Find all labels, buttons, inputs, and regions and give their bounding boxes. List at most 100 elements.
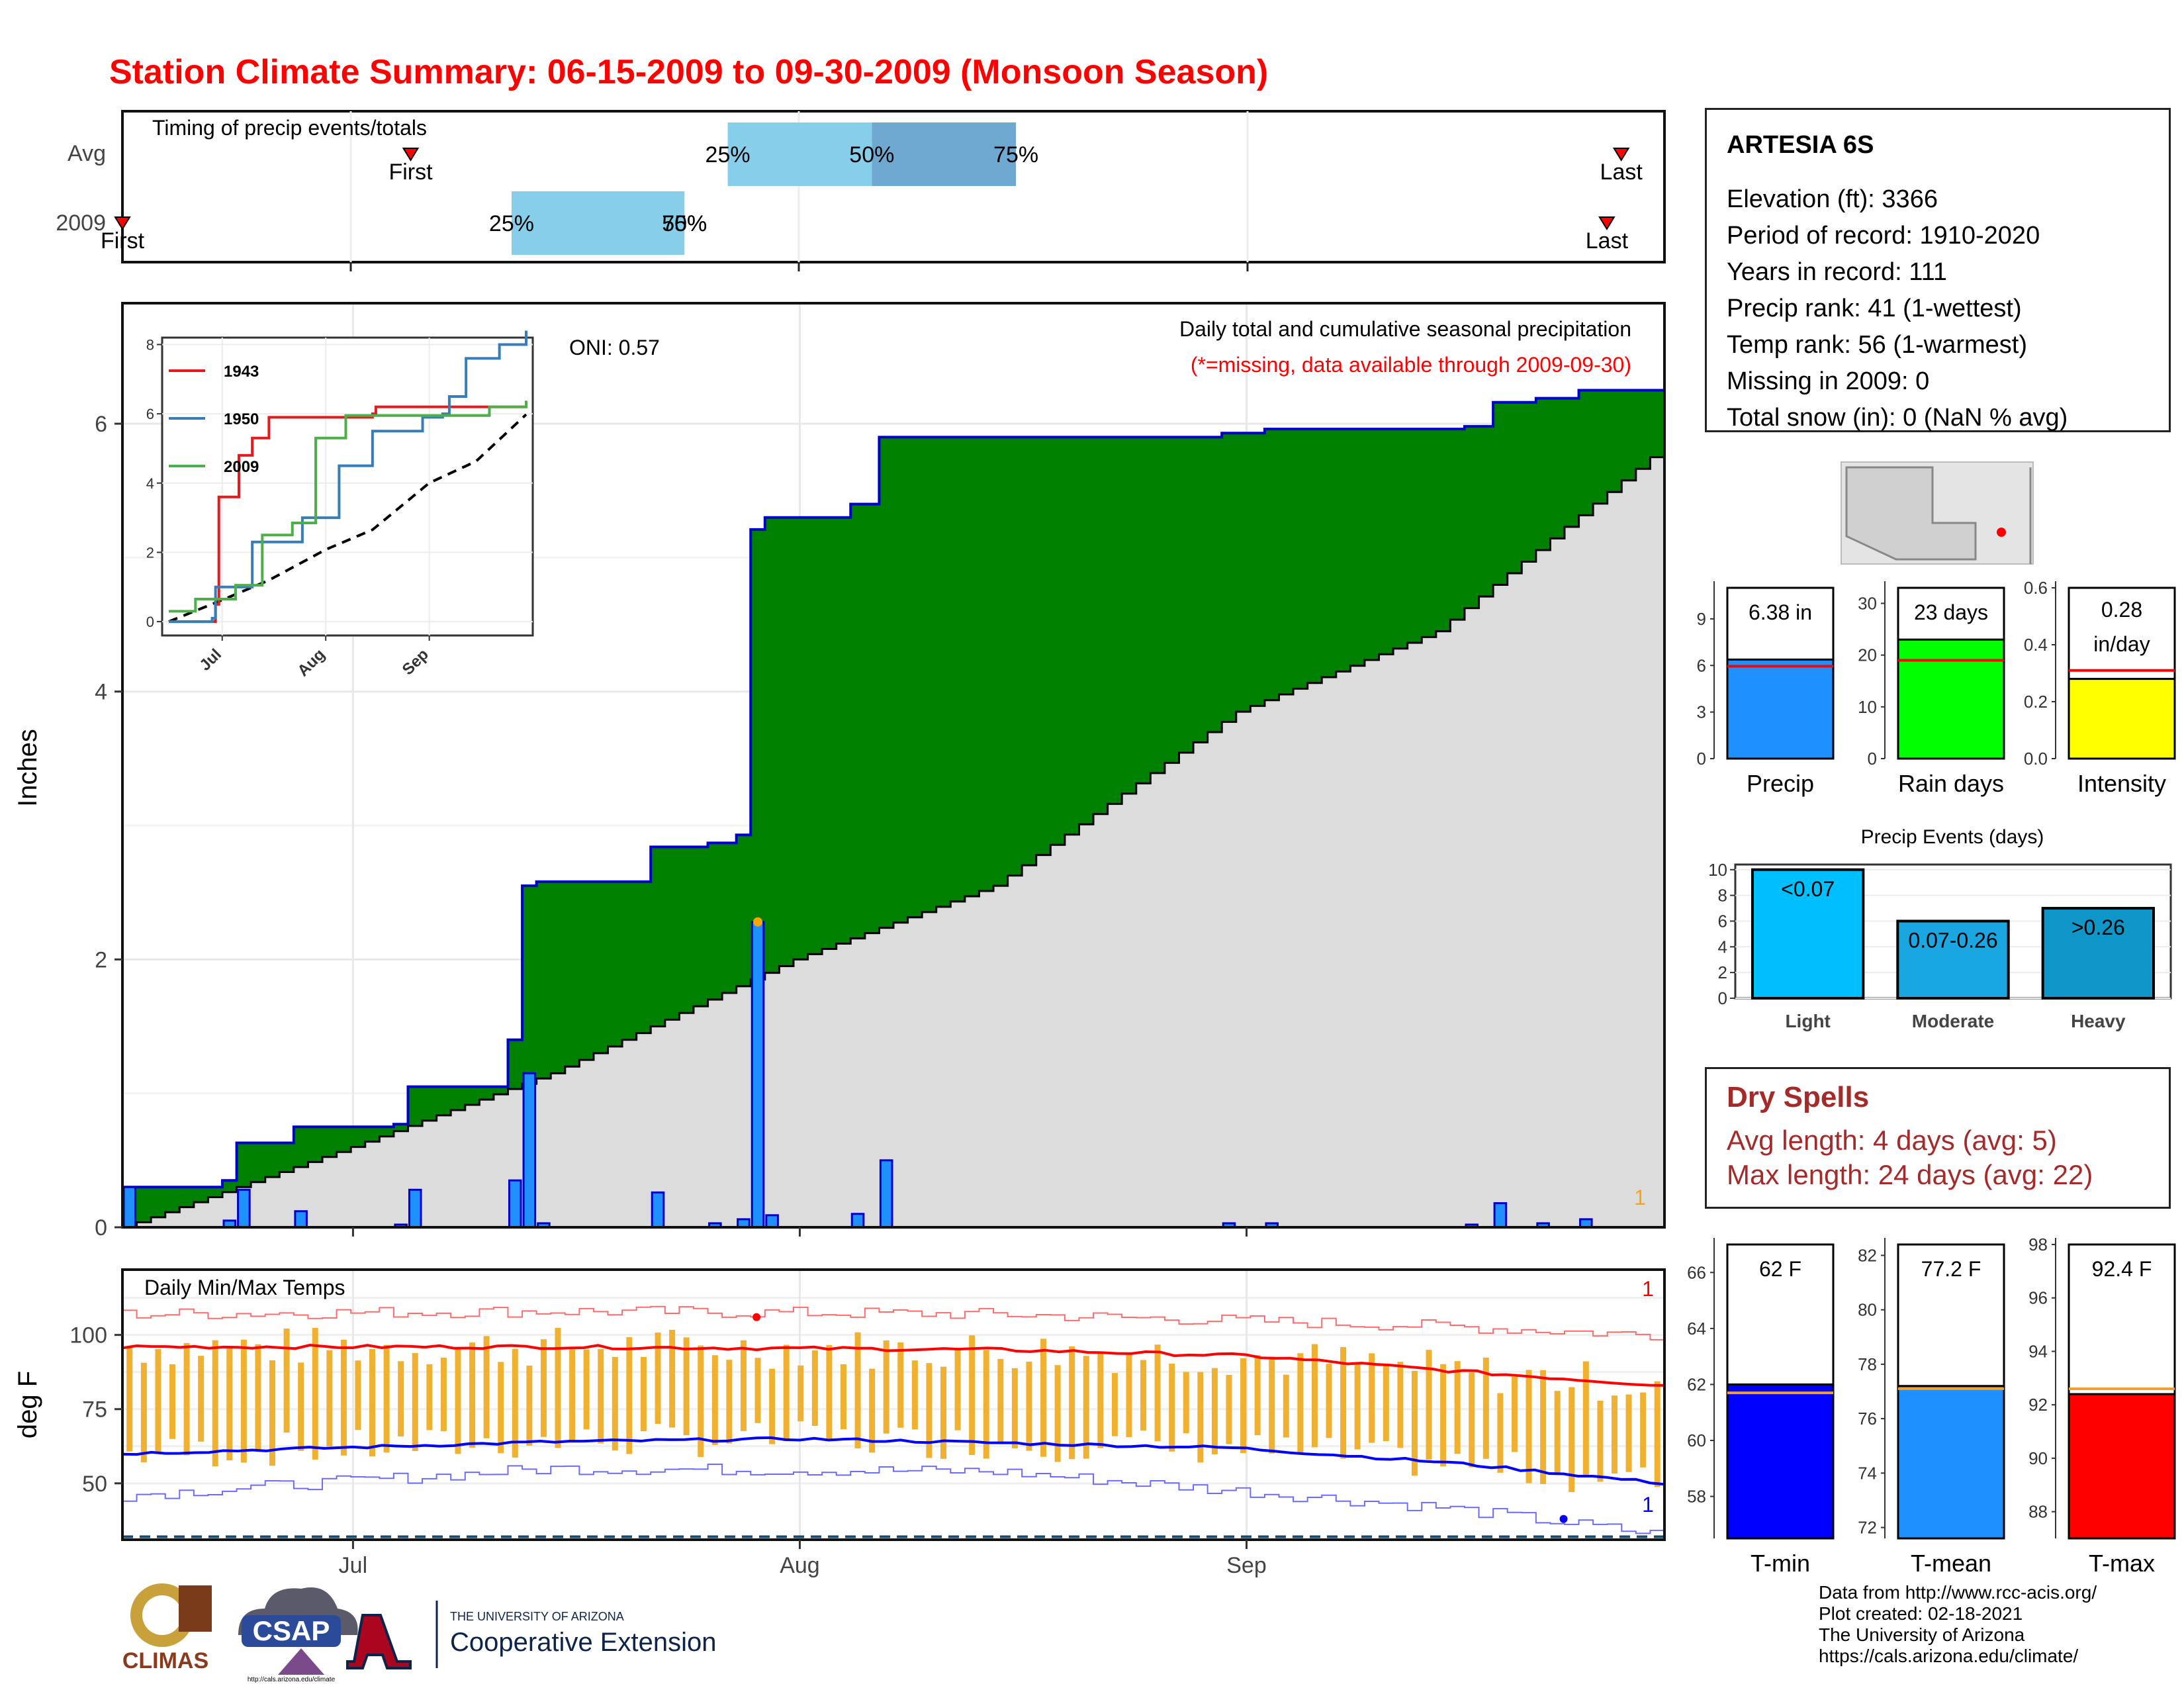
events-tick-label: 4 — [1718, 937, 1727, 957]
summary-bar-tick-label: 0 — [1868, 749, 1877, 769]
timing-label: Timing of precip events/totals — [152, 116, 427, 140]
temp-panel: 50 75 100 deg F Daily Min/Max Temps 1 1 Ju… — [13, 1268, 1666, 1578]
summary-bar-fill — [1726, 658, 1835, 760]
daily-precip-bar — [1493, 1202, 1508, 1229]
timing-p75-label: 75% — [662, 211, 707, 236]
station-precip-rank: Precip rank: 41 (1-wettest) — [1727, 295, 2022, 322]
inset-legend-label: 1950 — [224, 410, 259, 428]
daily-precip-bar — [237, 1188, 251, 1229]
daily-temp-bar — [1040, 1338, 1047, 1457]
daily-temp-bar — [312, 1327, 318, 1460]
daily-temp-bar — [483, 1336, 490, 1438]
chart-title: Station Climate Summary: 06-15-2009 to 0… — [109, 53, 1268, 91]
daily-temp-bar — [640, 1356, 647, 1432]
daily-temp-bar — [1340, 1347, 1347, 1459]
csap-logo-text: CSAP — [253, 1615, 330, 1646]
daily-temp-bar — [340, 1339, 347, 1456]
daily-temp-bar — [726, 1360, 733, 1444]
daily-temp-bar — [711, 1355, 718, 1445]
daily-temp-bar — [1026, 1362, 1032, 1451]
max-precip-marker — [753, 917, 763, 927]
timing-last-marker — [1598, 216, 1615, 230]
y-tick-label: 4 — [95, 680, 107, 705]
record-max-marker — [752, 1313, 761, 1321]
climas-logo: CLIMAS — [122, 1583, 212, 1673]
summary-bar-fill — [2068, 678, 2176, 760]
daily-temp-bar — [1083, 1356, 1089, 1459]
record-min-line — [122, 1464, 1664, 1534]
daily-temp-bar — [1625, 1394, 1632, 1472]
events-tick-label: 8 — [1718, 886, 1727, 906]
record-min-marker — [1559, 1515, 1568, 1523]
daily-temp-bar — [226, 1346, 233, 1461]
summary-bar-value: 92.4 F — [2092, 1257, 2152, 1281]
daily-temp-bar — [1326, 1364, 1332, 1438]
timing-row-avg: Avg — [68, 141, 106, 166]
inset-y-tick-label: 6 — [146, 406, 154, 422]
daily-temp-bar — [1254, 1355, 1261, 1436]
daily-precip-bar — [294, 1210, 308, 1229]
daily-temp-bar — [1525, 1370, 1532, 1483]
daily-temp-bar — [926, 1363, 933, 1458]
daily-temp-bar — [1354, 1364, 1361, 1450]
inset-y-tick-label: 0 — [146, 614, 154, 630]
csap-url: http://cals.arizona.edu/climate — [248, 1676, 336, 1683]
daily-temp-bar — [1426, 1350, 1432, 1460]
daily-temp-bar — [1226, 1375, 1232, 1444]
temp-y-tick-label: 75 — [82, 1397, 107, 1423]
daily-temp-bar — [598, 1349, 604, 1444]
events-category-label: Moderate — [1912, 1011, 1994, 1031]
summary-bar-tick-label: 0.2 — [2024, 692, 2048, 712]
summary-bar-value: 62 F — [1759, 1257, 1801, 1281]
csap-logo: CSAP http://cals.arizona.edu/climate — [238, 1587, 358, 1683]
daily-temp-bar — [1183, 1372, 1189, 1434]
events-bar — [1751, 868, 1865, 1000]
summary-bar-tick-label: 96 — [2028, 1288, 2048, 1308]
daily-temp-bar — [512, 1348, 518, 1458]
daily-precip-bar — [408, 1188, 422, 1229]
daily-temp-bar — [126, 1347, 133, 1452]
credit-data-source: Data from http://www.rcc-acis.org/ — [1819, 1582, 2097, 1603]
summary-bar-fill — [2068, 1393, 2176, 1540]
daily-temp-bar — [469, 1342, 476, 1448]
credit-url: https://cals.arizona.edu/climate/ — [1819, 1646, 2079, 1666]
daily-temp-bar — [398, 1361, 404, 1436]
station-period: Period of record: 1910-2020 — [1727, 222, 2040, 250]
summary-bar-tick-label: 0 — [1697, 749, 1706, 769]
y-tick-label: 0 — [95, 1215, 107, 1241]
daily-temp-bar — [169, 1364, 176, 1439]
inset-legend-label: 1943 — [224, 363, 259, 381]
summary-bar-tick-label: 58 — [1687, 1487, 1706, 1507]
temp-ylabel: deg F — [13, 1371, 42, 1438]
summary-bar-group: 0.0 0.2 0.4 0.6 0.28 in/day Intensity — [2024, 578, 2176, 797]
inset-series-line — [169, 400, 527, 613]
daily-temp-bar — [1469, 1372, 1475, 1468]
timing-p25-label: 25% — [489, 211, 534, 236]
daily-temp-bar — [1297, 1353, 1304, 1453]
avg-cumulative-line — [122, 456, 1664, 1229]
summary-bar-tick-label: 78 — [1858, 1354, 1877, 1374]
summary-bar-tick-label: 88 — [2028, 1502, 2048, 1522]
events-category-label: Heavy — [2071, 1011, 2126, 1031]
timing-p50-label: 50% — [662, 211, 707, 236]
daily-temp-bar — [569, 1349, 576, 1442]
summary-bar-label: Intensity — [2077, 770, 2166, 797]
daily-temp-bar — [1111, 1373, 1118, 1436]
daily-temp-bar — [369, 1348, 376, 1457]
daily-temp-bar — [1311, 1344, 1318, 1448]
surplus-area — [122, 390, 1664, 1227]
summary-bar-group: 0 3 6 9 6.38 in Precip — [1697, 581, 1835, 797]
summary-bar-tick-label: 64 — [1687, 1319, 1706, 1338]
inset-series-line — [169, 330, 527, 624]
daily-temp-bar — [326, 1350, 333, 1446]
summary-bar-tick-label: 0.0 — [2024, 749, 2048, 769]
daily-temp-bar — [1240, 1358, 1247, 1454]
daily-temp-bar — [1640, 1392, 1647, 1468]
timing-p25-label: 25% — [705, 142, 751, 167]
summary-bar-group: 0 10 20 30 23 days Rain days — [1858, 581, 2005, 797]
summary-bar-tick-label: 92 — [2028, 1395, 2048, 1415]
daily-temp-bar — [1140, 1360, 1147, 1431]
daily-temp-bar — [240, 1339, 247, 1463]
daily-temp-bar — [1654, 1381, 1661, 1487]
events-category-label: Light — [1785, 1011, 1830, 1031]
